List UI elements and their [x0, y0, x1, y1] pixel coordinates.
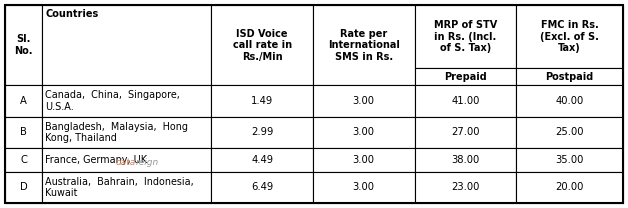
Text: Bangladesh,  Malaysia,  Hong
Kong, Thailand: Bangladesh, Malaysia, Hong Kong, Thailan… [45, 121, 188, 143]
Bar [313, 85, 414, 117]
Text: 25.00: 25.00 [555, 127, 584, 137]
Text: Canada,  China,  Singapore,
U.S.A.: Canada, China, Singapore, U.S.A. [45, 90, 180, 112]
Bar [414, 68, 516, 85]
Text: France, Germany, UK: France, Germany, UK [45, 155, 148, 165]
Bar [43, 5, 212, 85]
Bar [516, 68, 623, 85]
Text: 4.49: 4.49 [251, 155, 273, 165]
Bar [414, 5, 516, 68]
Bar [5, 5, 43, 85]
Bar [313, 172, 414, 203]
Text: 3.00: 3.00 [353, 182, 375, 192]
Text: 41.00: 41.00 [451, 96, 480, 106]
Text: B: B [20, 127, 27, 137]
Bar [516, 85, 623, 117]
Text: D: D [20, 182, 28, 192]
Bar [5, 172, 43, 203]
Bar [516, 172, 623, 203]
Bar [212, 5, 313, 85]
Text: 2.99: 2.99 [251, 127, 273, 137]
Text: FMC in Rs.
(Excl. of S.
Tax): FMC in Rs. (Excl. of S. Tax) [540, 20, 599, 53]
Text: 23.00: 23.00 [451, 182, 480, 192]
Text: ISD Voice
call rate in
Rs./Min: ISD Voice call rate in Rs./Min [232, 28, 292, 62]
Text: reign: reign [136, 158, 159, 167]
Text: A: A [20, 96, 27, 106]
Text: 3.00: 3.00 [353, 96, 375, 106]
Text: C: C [20, 155, 27, 165]
Text: data: data [115, 158, 136, 167]
Text: MRP of STV
in Rs. (Incl.
of S. Tax): MRP of STV in Rs. (Incl. of S. Tax) [434, 20, 497, 53]
Text: Australia,  Bahrain,  Indonesia,
Kuwait: Australia, Bahrain, Indonesia, Kuwait [45, 177, 194, 198]
Bar [43, 117, 212, 148]
Bar [212, 148, 313, 172]
Bar [5, 85, 43, 117]
Bar [414, 172, 516, 203]
Text: 35.00: 35.00 [555, 155, 584, 165]
Bar [212, 172, 313, 203]
Text: 3.00: 3.00 [353, 155, 375, 165]
Bar [414, 117, 516, 148]
Text: 40.00: 40.00 [555, 96, 583, 106]
Text: Sl.
No.: Sl. No. [14, 34, 33, 56]
Bar [43, 172, 212, 203]
Text: 3.00: 3.00 [353, 127, 375, 137]
Bar [313, 117, 414, 148]
Bar [414, 148, 516, 172]
Text: Rate per
International
SMS in Rs.: Rate per International SMS in Rs. [328, 28, 399, 62]
Bar [516, 117, 623, 148]
Bar [313, 5, 414, 85]
Bar [43, 85, 212, 117]
Text: Countries: Countries [45, 9, 99, 19]
Bar [313, 148, 414, 172]
Bar [212, 117, 313, 148]
Bar [414, 85, 516, 117]
Text: 6.49: 6.49 [251, 182, 273, 192]
Text: 38.00: 38.00 [451, 155, 479, 165]
Bar [516, 5, 623, 68]
Bar [212, 85, 313, 117]
Bar [43, 148, 212, 172]
Text: 27.00: 27.00 [451, 127, 480, 137]
Text: Prepaid: Prepaid [444, 72, 487, 82]
Bar [5, 148, 43, 172]
Text: 1.49: 1.49 [251, 96, 273, 106]
Text: 20.00: 20.00 [555, 182, 584, 192]
Text: Postpaid: Postpaid [545, 72, 593, 82]
Bar [516, 148, 623, 172]
Bar [5, 117, 43, 148]
